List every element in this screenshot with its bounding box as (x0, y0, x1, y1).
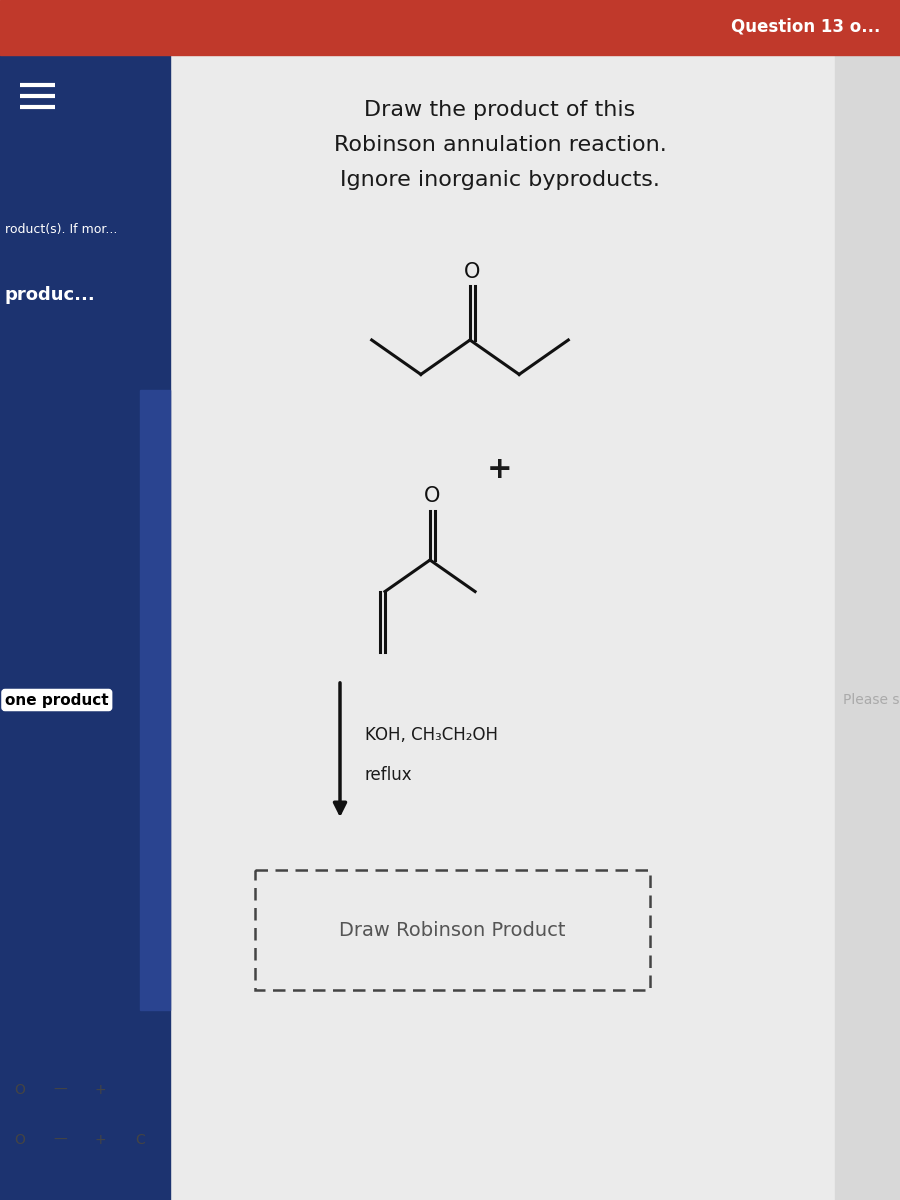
Text: produc...: produc... (5, 286, 95, 304)
Text: one product: one product (5, 692, 109, 708)
Text: —: — (53, 1082, 67, 1097)
Text: Question 13 o...: Question 13 o... (731, 18, 880, 36)
Text: Robinson annulation reaction.: Robinson annulation reaction. (334, 134, 666, 155)
Text: roduct(s). If mor...: roduct(s). If mor... (5, 223, 117, 236)
Bar (255, 870, 650, 990)
Bar (170, 55, 900, 1200)
Bar (835, 55, 900, 1200)
Text: +: + (487, 456, 513, 485)
Text: O: O (424, 486, 441, 506)
Text: +: + (94, 1133, 106, 1147)
Text: O: O (14, 1082, 25, 1097)
Text: Please sele: Please sele (843, 692, 900, 707)
Text: +: + (94, 1082, 106, 1097)
Text: KOH, CH₃CH₂OH: KOH, CH₃CH₂OH (365, 726, 498, 744)
Text: C: C (135, 1133, 145, 1147)
Bar (0, 55, 170, 1200)
Text: Ignore inorganic byproducts.: Ignore inorganic byproducts. (340, 170, 660, 190)
Text: O: O (14, 1133, 25, 1147)
Text: Draw Robinson Product: Draw Robinson Product (339, 920, 566, 940)
Text: Draw the product of this: Draw the product of this (364, 100, 635, 120)
Text: reflux: reflux (365, 766, 412, 784)
Text: O: O (464, 262, 481, 282)
Bar (0, 0, 900, 55)
Bar (140, 390, 170, 1010)
Text: —: — (53, 1133, 67, 1147)
